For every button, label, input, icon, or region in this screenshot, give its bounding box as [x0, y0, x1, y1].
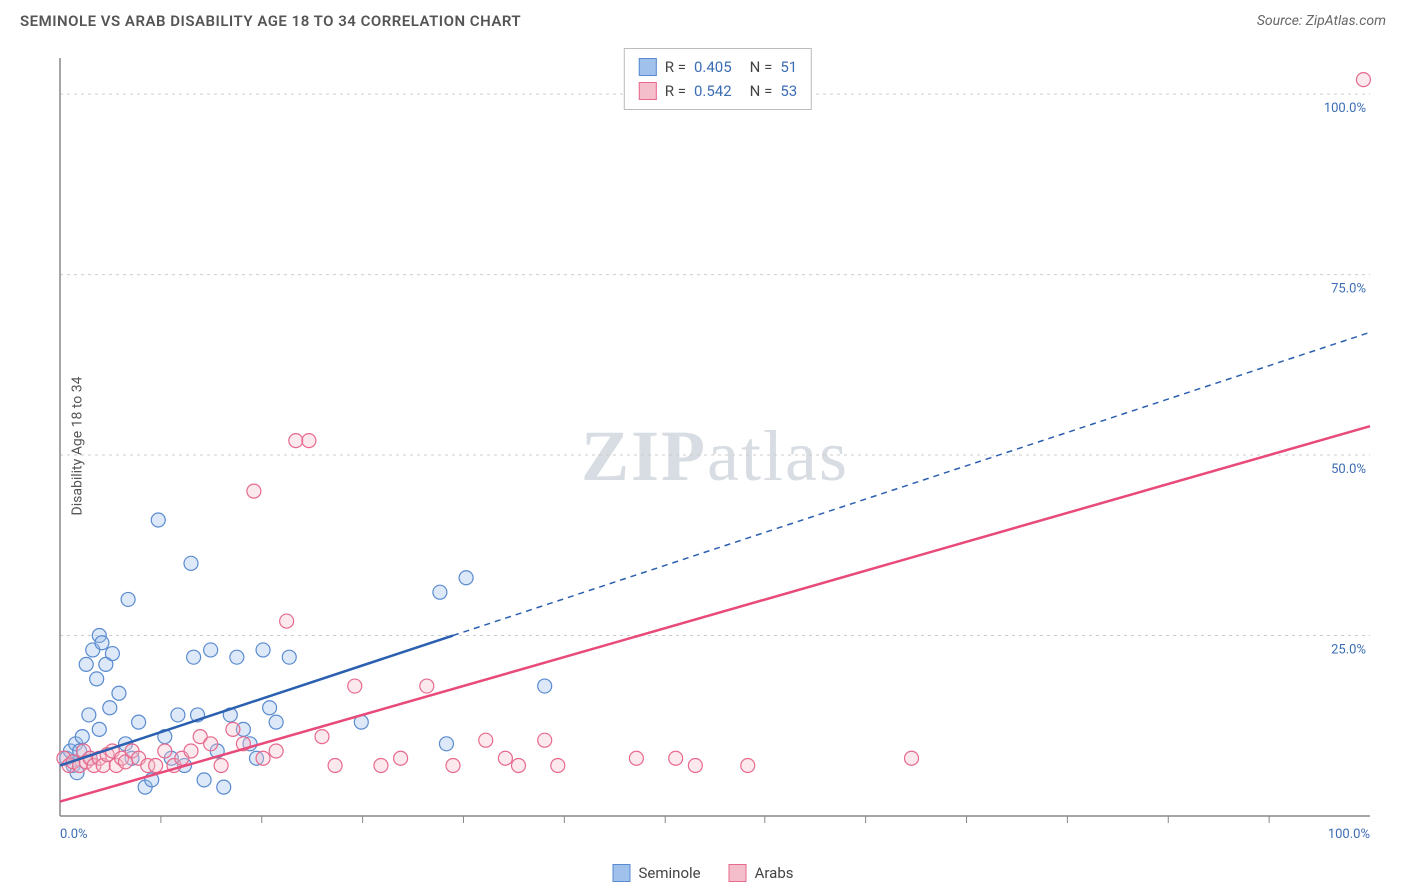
chart-header: SEMINOLE VS ARAB DISABILITY AGE 18 TO 34… — [0, 0, 1406, 36]
legend-n-label: N = — [750, 55, 773, 79]
legend-label: Arabs — [755, 864, 794, 882]
legend-r-label: R = — [665, 79, 686, 103]
chart-source: Source: ZipAtlas.com — [1257, 13, 1386, 29]
legend-swatch — [639, 82, 657, 100]
legend-r-value: 0.405 — [694, 55, 732, 79]
legend-label: Seminole — [638, 864, 700, 882]
legend-r-value: 0.542 — [694, 79, 732, 103]
series-legend: Seminole Arabs — [612, 864, 793, 882]
legend-row: R = 0.542 N = 53 — [639, 79, 797, 103]
svg-text:100.0%: 100.0% — [1324, 101, 1366, 116]
svg-text:75.0%: 75.0% — [1331, 282, 1366, 297]
legend-item: Arabs — [729, 864, 794, 882]
legend-n-label: N = — [750, 79, 773, 103]
legend-n-value: 53 — [780, 79, 797, 103]
legend-n-value: 51 — [780, 55, 797, 79]
svg-text:50.0%: 50.0% — [1331, 462, 1366, 477]
correlation-legend: R = 0.405 N = 51 R = 0.542 N = 53 — [624, 48, 812, 110]
chart-area: ZIPatlas25.0%50.0%75.0%100.0%0.0%100.0% … — [50, 48, 1386, 842]
legend-swatch — [639, 58, 657, 76]
legend-swatch — [612, 864, 630, 882]
legend-r-label: R = — [665, 55, 686, 79]
svg-text:ZIPatlas: ZIPatlas — [581, 416, 849, 496]
scatter-plot-svg: ZIPatlas 25.0% 50.0% 75.0% 100.0% 0.0% 100.0% — [50, 48, 1386, 842]
legend-item: Seminole — [612, 864, 700, 882]
legend-swatch — [729, 864, 747, 882]
svg-text:25.0%: 25.0% — [1331, 643, 1366, 658]
chart-title: SEMINOLE VS ARAB DISABILITY AGE 18 TO 34… — [20, 12, 521, 30]
svg-text:0.0%: 0.0% — [60, 827, 88, 842]
legend-row: R = 0.405 N = 51 — [639, 55, 797, 79]
svg-text:100.0%: 100.0% — [1328, 827, 1370, 842]
